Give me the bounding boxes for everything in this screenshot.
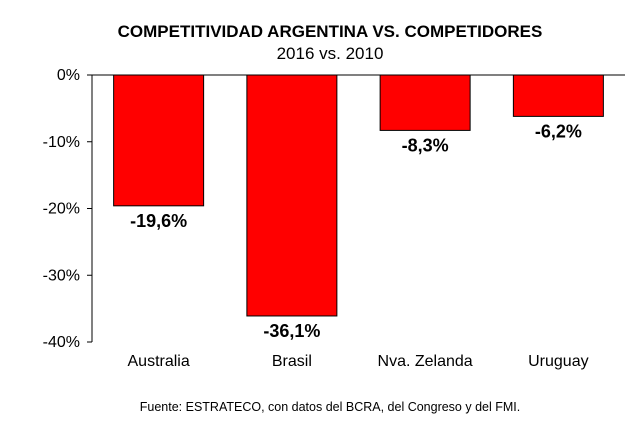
data-label: -8,3% — [402, 135, 449, 155]
chart-title: COMPETITIVIDAD ARGENTINA VS. COMPETIDORE… — [118, 22, 543, 41]
category-label: Australia — [128, 353, 190, 370]
bar-australia — [113, 74, 205, 207]
data-labels: -19,6% -36,1% -8,3% -6,2% — [130, 121, 582, 341]
data-label: -19,6% — [130, 211, 187, 231]
category-label: Nva. Zelanda — [378, 353, 473, 370]
category-label: Brasil — [272, 353, 312, 370]
bar-uruguay — [512, 74, 604, 117]
data-label: -6,2% — [535, 121, 582, 141]
y-tick-label: -20% — [43, 201, 80, 218]
data-label: -36,1% — [263, 321, 320, 341]
bar-nva-zelanda — [379, 74, 471, 131]
source-note: Fuente: ESTRATECO, con datos del BCRA, d… — [140, 400, 520, 414]
bars — [113, 74, 604, 317]
bar-brasil — [246, 74, 338, 317]
category-labels: Australia Brasil Nva. Zelanda Uruguay — [128, 353, 589, 370]
y-tick-label: -10% — [43, 134, 80, 151]
category-label: Uruguay — [528, 353, 588, 370]
y-tick-label: 0% — [57, 67, 80, 84]
y-axis: 0% -10% -20% -30% -40% — [43, 67, 625, 351]
y-tick-label: -40% — [43, 334, 80, 351]
chart-subtitle: 2016 vs. 2010 — [277, 44, 384, 63]
y-tick-label: -30% — [43, 267, 80, 284]
